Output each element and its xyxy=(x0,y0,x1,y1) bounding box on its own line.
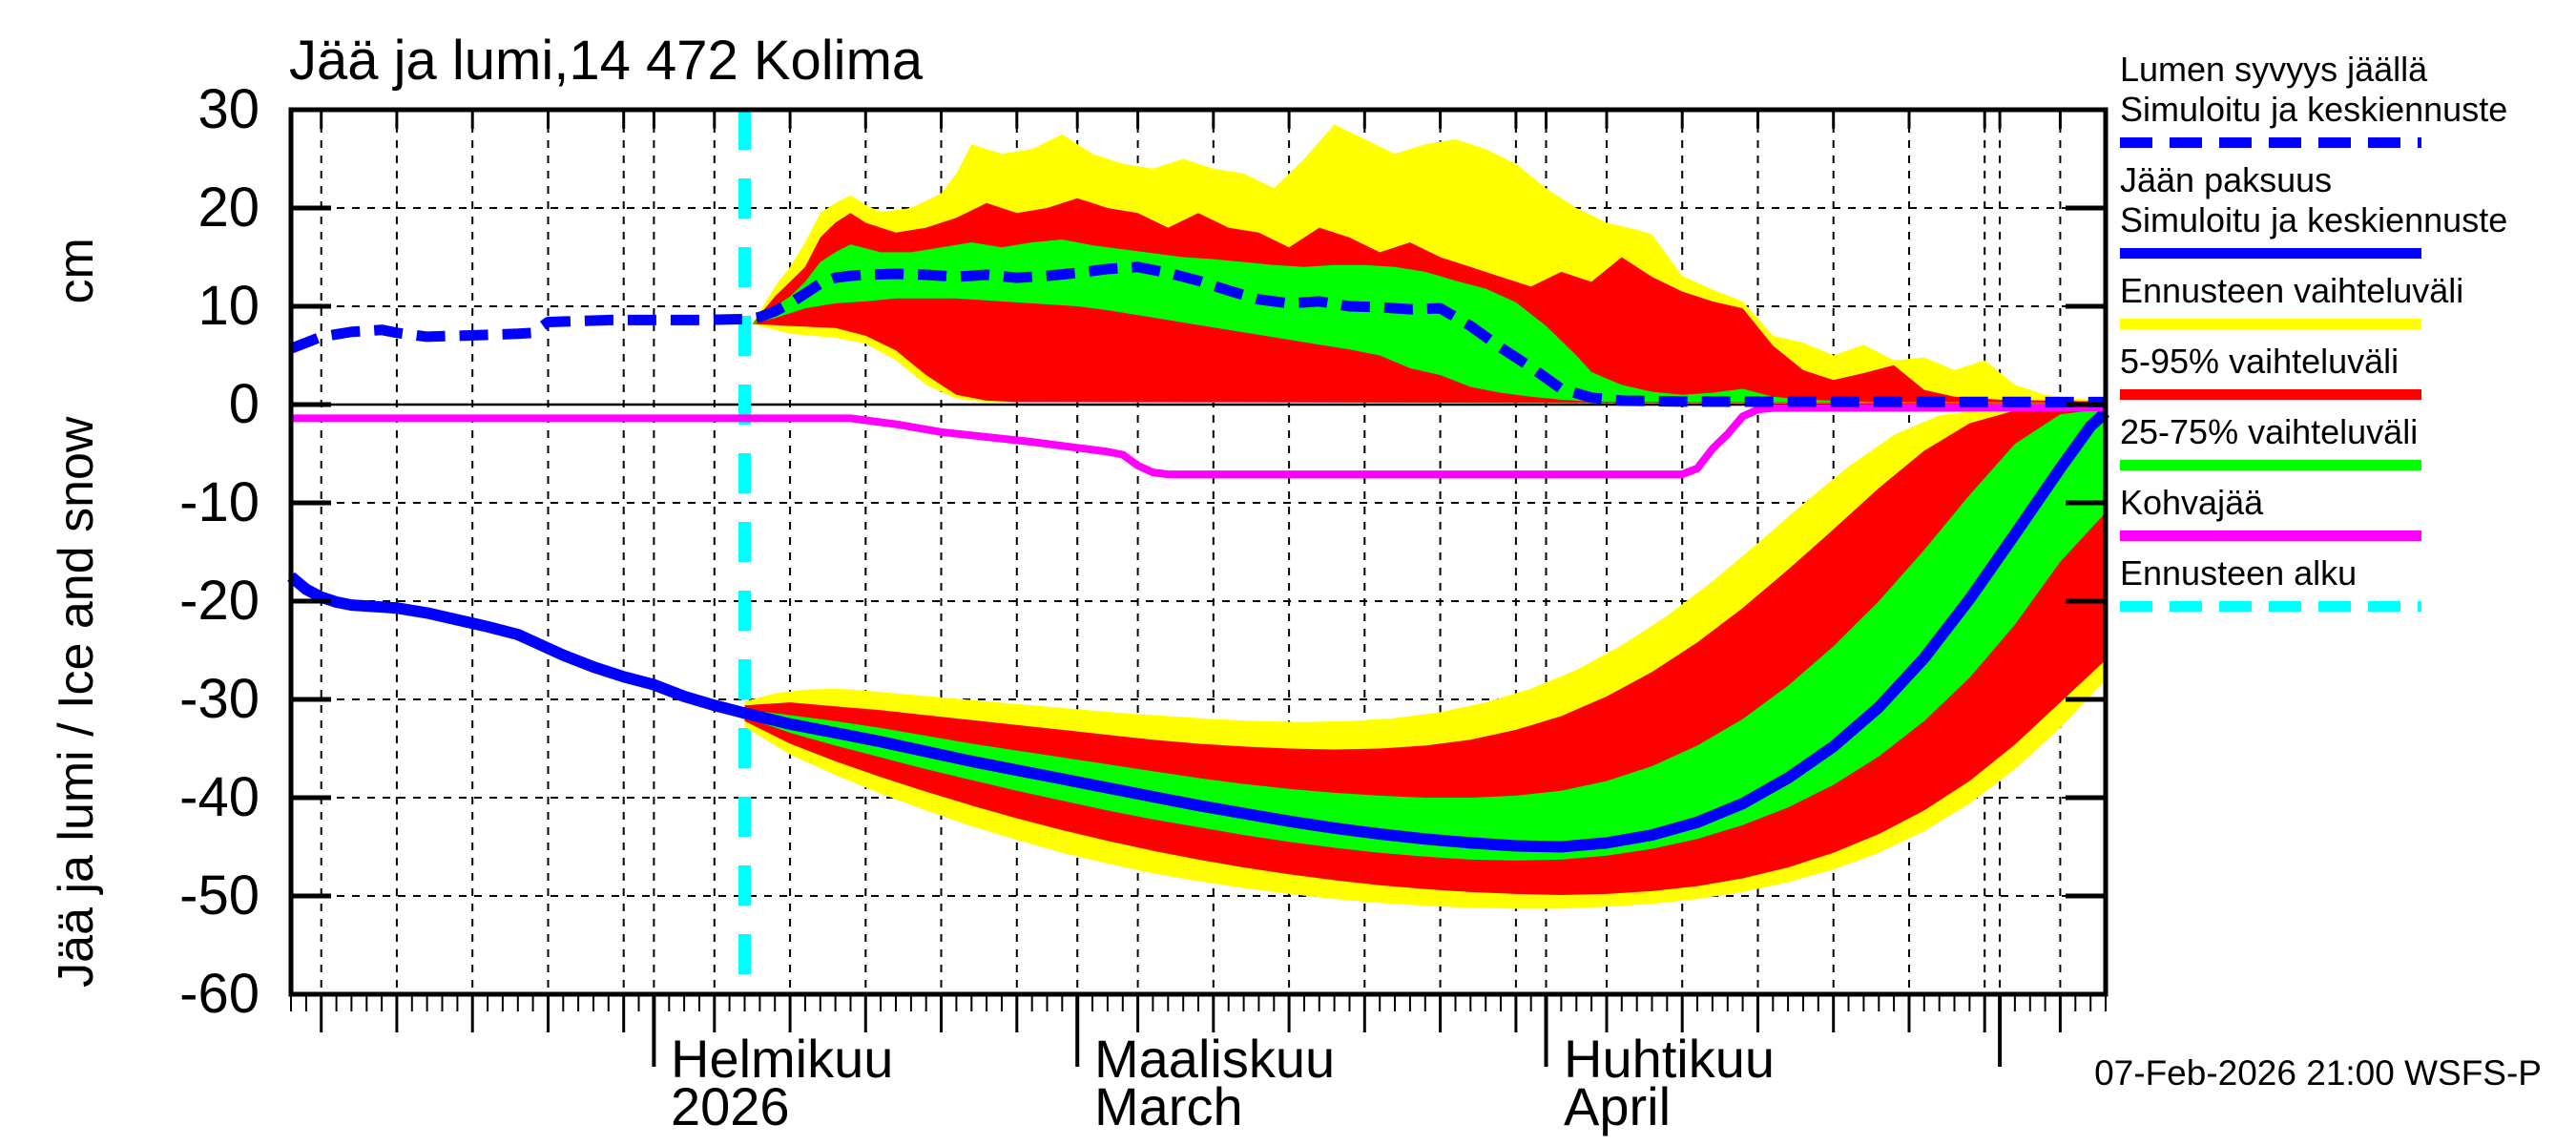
y-tick-label: -60 xyxy=(179,963,260,1025)
legend-line-sample xyxy=(2120,389,2421,400)
legend-entry: Ennusteen alku xyxy=(2120,553,2568,612)
legend-entry-label: 25-75% vaihteluväli xyxy=(2120,412,2419,451)
y-tick-label: 10 xyxy=(197,275,260,337)
legend-line-sample xyxy=(2120,137,2421,148)
legend-entry: 5-95% vaihteluväli xyxy=(2120,342,2568,400)
legend-entry: 25-75% vaihteluväli xyxy=(2120,412,2568,470)
month-sublabel: April xyxy=(1564,1076,1672,1136)
y-tick-label: 30 xyxy=(197,78,260,140)
legend: Lumen syvyys jäällä Simuloitu ja keskienn… xyxy=(2120,50,2568,624)
legend-line-sample xyxy=(2120,319,2421,329)
legend-entry-label: Kohvajää xyxy=(2120,483,2264,522)
y-tick-label: -50 xyxy=(179,864,260,926)
legend-entry-label: Jään paksuus xyxy=(2120,160,2333,199)
chart-title: Jää ja lumi,14 472 Kolima xyxy=(289,30,924,92)
legend-entry-label: Lumen syvyys jäällä xyxy=(2120,50,2428,89)
legend-line-sample xyxy=(2120,460,2421,470)
y-tick-label: -10 xyxy=(179,471,260,533)
y-tick-label: -30 xyxy=(179,668,260,730)
month-label: Huhtikuu xyxy=(1564,1029,1776,1089)
legend-entry-label: Simuloitu ja keskiennuste xyxy=(2120,200,2508,239)
legend-entry-label: Simuloitu ja keskiennuste xyxy=(2120,90,2508,129)
snow-depth-line xyxy=(289,261,2107,407)
ice-band-green xyxy=(744,408,2106,861)
y-tick-label: 0 xyxy=(228,373,260,435)
month-label: Helmikuu xyxy=(671,1029,894,1089)
timestamp-label: 07-Feb-2026 21:00 WSFS-P xyxy=(2094,1053,2542,1093)
y-tick-label: -20 xyxy=(179,570,260,632)
y-tick-label: -40 xyxy=(179,766,260,828)
kohvajaa-line xyxy=(291,404,2107,479)
legend-entry: Ennusteen vaihteluväli xyxy=(2120,271,2568,329)
legend-line-sample xyxy=(2120,531,2421,541)
legend-entry: Lumen syvyys jäällä Simuloitu ja keskienn… xyxy=(2120,50,2568,148)
legend-entry-label: 5-95% vaihteluväli xyxy=(2120,342,2399,381)
month-sublabel: March xyxy=(1094,1076,1243,1136)
legend-entry: Jään paksuus Simuloitu ja keskiennuste xyxy=(2120,160,2568,259)
month-sublabel: 2026 xyxy=(671,1076,790,1136)
ice-thickness-line xyxy=(287,407,2110,853)
legend-entry-label: Ennusteen vaihteluväli xyxy=(2120,271,2464,310)
legend-entry: Kohvajää xyxy=(2120,483,2568,541)
month-label: Maaliskuu xyxy=(1094,1029,1336,1089)
snow-band-green xyxy=(752,239,2106,404)
legend-entry-label: Ennusteen alku xyxy=(2120,553,2358,593)
y-tick-label: 20 xyxy=(197,177,260,239)
legend-line-sample xyxy=(2120,248,2421,259)
legend-line-sample xyxy=(2120,601,2421,612)
